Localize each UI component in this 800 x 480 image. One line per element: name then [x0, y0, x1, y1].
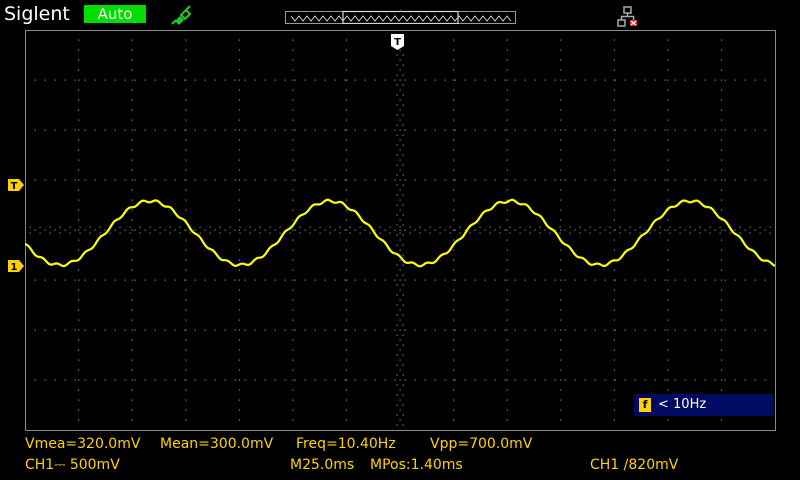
network-disconnected-icon [617, 6, 637, 27]
measurement-mean: Mean=300.0mV [160, 436, 274, 452]
measurement-vmean: Vmea=320.0mV [25, 436, 141, 452]
ch1-ground-marker[interactable]: 1 [8, 260, 24, 272]
frequency-counter-box: f < 10Hz [634, 394, 774, 416]
grid-dots [29, 34, 771, 426]
probe-icon[interactable] [170, 4, 192, 26]
trigger-position-label: T [394, 37, 401, 48]
measurement-freq: Freq=10.40Hz [296, 436, 396, 452]
ch1-scale[interactable]: CH1⎓ 500mV [25, 457, 120, 473]
measurement-vpp: Vpp=700.0mV [430, 436, 533, 452]
run-mode-badge[interactable]: Auto [84, 5, 146, 23]
memory-overview-bar[interactable]: T [285, 9, 516, 24]
trigger-setting[interactable]: CH1 /820mV [590, 457, 679, 473]
ch1-waveform-trace [25, 198, 776, 268]
waveform-graticule[interactable] [25, 30, 776, 431]
brand-label: Siglent [4, 3, 70, 25]
horizontal-position[interactable]: MPos:1.40ms [370, 457, 463, 473]
timebase[interactable]: M25.0ms [290, 457, 355, 473]
trigger-level-label: T [11, 181, 18, 191]
frequency-icon: f [639, 398, 651, 412]
frequency-counter-value: < 10Hz [658, 397, 707, 412]
overview-trigger-marker: T [398, 9, 403, 14]
trigger-position-marker[interactable]: T [391, 34, 404, 50]
trigger-level-marker[interactable]: T [8, 179, 24, 191]
ch1-ground-label: 1 [11, 262, 18, 272]
